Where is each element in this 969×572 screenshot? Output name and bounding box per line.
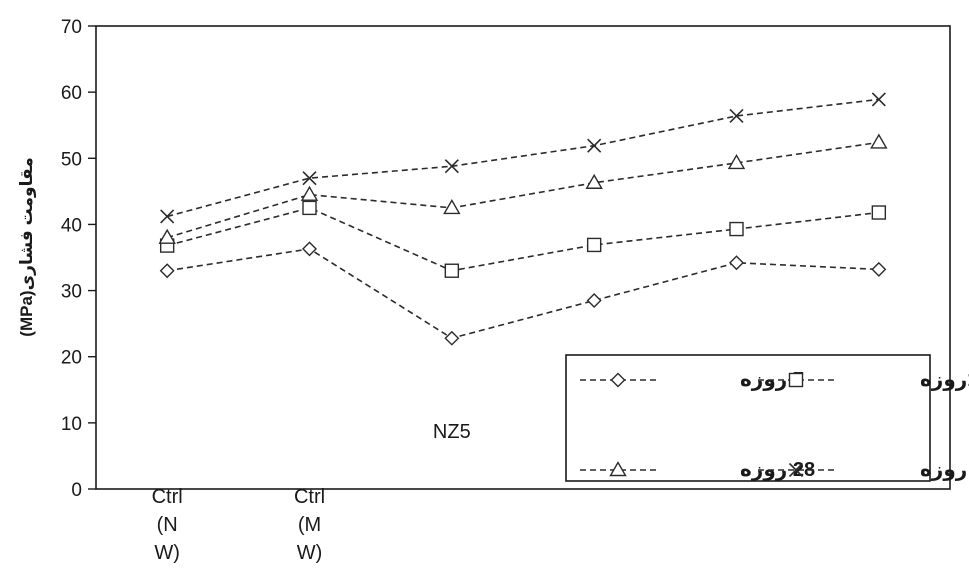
- x-tick-label: NZ5: [433, 421, 471, 443]
- y-tick-label: 50: [61, 149, 82, 170]
- data-point: [159, 263, 175, 279]
- data-point: [729, 221, 744, 237]
- series-3: [158, 133, 888, 244]
- legend-label: 28 روزه: [740, 459, 815, 481]
- legend-item: 28 روزه: [580, 459, 815, 481]
- x-tick-label: Ctrl (N W): [152, 486, 183, 564]
- x-tick-label: Ctrl (M W): [294, 486, 325, 564]
- data-point: [302, 241, 317, 257]
- data-point: [729, 108, 744, 124]
- data-point: [302, 200, 317, 216]
- series-4: [160, 92, 886, 224]
- data-point: [871, 261, 887, 277]
- data-point: [302, 171, 317, 186]
- legend-item: 90 روزه: [758, 459, 969, 481]
- y-tick-label: 40: [61, 215, 82, 236]
- y-axis-label: مقاومت فشاری(MPa): [17, 157, 37, 336]
- series-line: [166, 207, 879, 272]
- legend-label: 90 روزه: [920, 459, 969, 481]
- data-point: [444, 263, 460, 278]
- data-point: [444, 159, 459, 174]
- y-axis: 0 10 20 30 40 50 60 70: [61, 17, 96, 501]
- data-point: [443, 198, 461, 215]
- x-tick-label-line: (N: [157, 514, 178, 536]
- legend: 7 روزه14روزه28 روزه90 روزه: [565, 354, 969, 482]
- data-point: [586, 293, 602, 308]
- data-point: [586, 237, 602, 253]
- legend-box: [565, 354, 931, 482]
- data-point: [871, 205, 887, 220]
- x-tick-label-line: Ctrl: [294, 486, 325, 508]
- x-tick-label-line: (M: [298, 514, 321, 536]
- x-tick-label-line: NZ5: [433, 421, 471, 443]
- x-tick-label-line: Ctrl: [152, 486, 183, 508]
- y-tick-label: 30: [61, 282, 82, 303]
- y-tick-label: 10: [61, 414, 82, 435]
- data-point: [300, 185, 319, 201]
- data-point: [729, 255, 744, 271]
- plot-area: [95, 25, 951, 490]
- series-1: [159, 241, 887, 346]
- legend-label: 14روزه: [920, 369, 969, 391]
- series-line: [167, 248, 879, 340]
- data-point: [158, 228, 176, 244]
- series-line: [166, 98, 879, 218]
- data-point: [444, 330, 460, 346]
- x-tick-label-line: W): [297, 542, 323, 564]
- data-point: [587, 138, 602, 153]
- legend-marker: [609, 461, 627, 477]
- y-tick-label: 60: [61, 83, 82, 104]
- y-tick-label: 70: [61, 17, 82, 38]
- y-tick-label: 0: [71, 480, 82, 501]
- series-line: [166, 141, 879, 239]
- plot-border: [95, 25, 951, 490]
- series-layer: [158, 92, 888, 346]
- series-2: [159, 200, 887, 278]
- legend-marker: [788, 462, 804, 478]
- data-point: [585, 173, 603, 189]
- x-tick-label-line: W): [154, 542, 180, 564]
- data-point: [870, 133, 888, 149]
- legend-item: 14روزه: [758, 369, 969, 391]
- data-point: [160, 209, 175, 224]
- legend-marker: [610, 372, 626, 388]
- data-point: [727, 154, 746, 170]
- y-tick-label: 20: [61, 348, 82, 369]
- data-point: [871, 92, 886, 107]
- legend-marker: [788, 372, 804, 388]
